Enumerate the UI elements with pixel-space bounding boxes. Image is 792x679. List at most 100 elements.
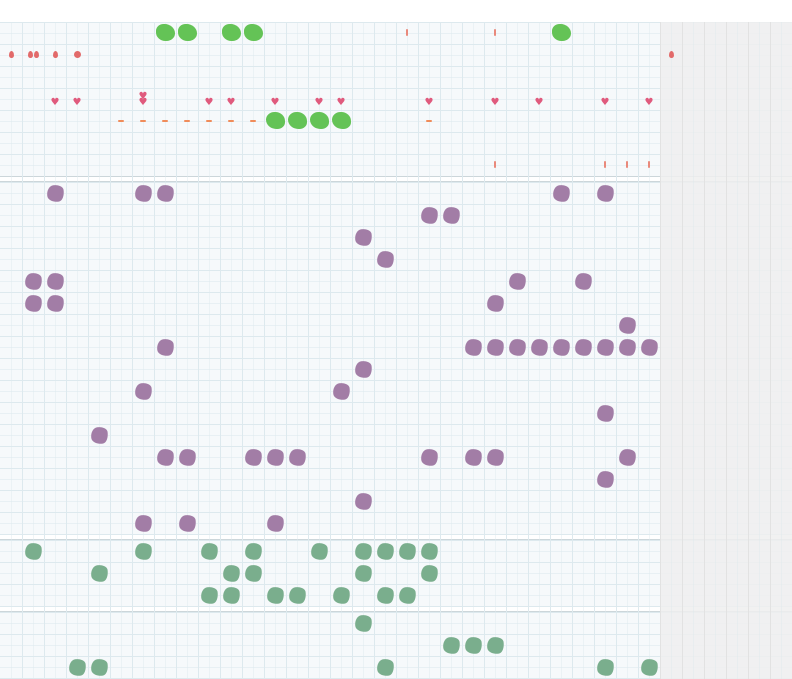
- day-header-33[interactable]: [704, 0, 726, 22]
- column-line: [682, 0, 683, 679]
- dash-mark: [250, 120, 256, 122]
- day-header-12[interactable]: [242, 0, 264, 22]
- day-header-23[interactable]: [484, 0, 506, 22]
- column-line: [154, 0, 155, 679]
- tick-mark: [648, 161, 650, 168]
- column-subline: [297, 22, 298, 679]
- day-header-25[interactable]: [528, 0, 550, 22]
- day-header-17[interactable]: [352, 0, 374, 22]
- heart-icon: ♥: [226, 97, 236, 108]
- day-header-13[interactable]: [264, 0, 286, 22]
- day-header-20[interactable]: [418, 0, 440, 22]
- day-header-32[interactable]: [682, 0, 704, 22]
- dash-mark: [140, 120, 146, 122]
- heart-icon: ♥: [204, 97, 214, 108]
- dash-mark: [118, 120, 124, 122]
- heart-icon: ♥: [644, 97, 654, 108]
- column-line: [44, 0, 45, 679]
- day-header-34[interactable]: [726, 0, 748, 22]
- day-header-3[interactable]: [44, 0, 66, 22]
- column-line: [660, 0, 661, 679]
- drop-icon: [52, 51, 58, 58]
- habit-badge-w[interactable]: [177, 24, 197, 41]
- column-line: [528, 0, 529, 679]
- column-line: [440, 0, 441, 679]
- day-header-18[interactable]: [374, 0, 396, 22]
- heart-icon: ♥: [490, 97, 500, 108]
- habit-badge-w[interactable]: [551, 24, 571, 41]
- habit-badge-r[interactable]: [221, 24, 241, 41]
- drop-icon: [33, 51, 39, 58]
- day-header-6[interactable]: [110, 0, 132, 22]
- day-header-21[interactable]: [440, 0, 462, 22]
- day-header-16[interactable]: [330, 0, 352, 22]
- dot-icon: [73, 51, 81, 58]
- dash-mark: [426, 120, 432, 122]
- column-line: [22, 0, 23, 679]
- day-header-36[interactable]: [770, 0, 792, 22]
- column-subline: [275, 22, 276, 679]
- day-header-29[interactable]: [616, 0, 638, 22]
- day-header-2[interactable]: [22, 0, 44, 22]
- drop-icon: [8, 51, 14, 58]
- column-subline: [253, 22, 254, 679]
- column-line: [506, 0, 507, 679]
- day-header-28[interactable]: [594, 0, 616, 22]
- heart-icon: ♥: [72, 97, 82, 108]
- day-header-31[interactable]: [660, 0, 682, 22]
- column-line: [110, 0, 111, 679]
- day-header-24[interactable]: [506, 0, 528, 22]
- column-line: [264, 0, 265, 679]
- day-header-7[interactable]: [132, 0, 154, 22]
- day-header-4[interactable]: [66, 0, 88, 22]
- tick-mark: [494, 29, 496, 36]
- column-line: [374, 0, 375, 679]
- day-header-27[interactable]: [572, 0, 594, 22]
- column-subline: [121, 22, 122, 679]
- plus-badge[interactable]: [287, 112, 307, 129]
- column-line: [638, 0, 639, 679]
- day-header-9[interactable]: [176, 0, 198, 22]
- heart-icon: ♥: [270, 97, 280, 108]
- day-header-15[interactable]: [308, 0, 330, 22]
- day-header-14[interactable]: [286, 0, 308, 22]
- column-line: [770, 0, 771, 679]
- column-subline: [33, 22, 34, 679]
- day-header-35[interactable]: [748, 0, 770, 22]
- column-line: [352, 0, 353, 679]
- day-header-10[interactable]: [198, 0, 220, 22]
- column-line: [616, 0, 617, 679]
- habit-badge-w[interactable]: [155, 24, 175, 41]
- day-header-5[interactable]: [88, 0, 110, 22]
- heart-icon: ♥: [138, 97, 148, 108]
- plus-badge[interactable]: [265, 112, 285, 129]
- column-line: [748, 0, 749, 679]
- day-header-30[interactable]: [638, 0, 660, 22]
- heart-icon: ♥: [424, 97, 434, 108]
- day-header-22[interactable]: [462, 0, 484, 22]
- habit-badge-r[interactable]: [243, 24, 263, 41]
- column-line: [550, 0, 551, 679]
- day-header-1[interactable]: [0, 0, 22, 22]
- column-subline: [231, 22, 232, 679]
- day-header-26[interactable]: [550, 0, 572, 22]
- day-header-19[interactable]: [396, 0, 418, 22]
- day-header-8[interactable]: [154, 0, 176, 22]
- column-line: [176, 0, 177, 679]
- plus-badge[interactable]: [331, 112, 351, 129]
- column-subline: [671, 22, 672, 679]
- heart-icon: ♥: [600, 97, 610, 108]
- dash-mark: [184, 120, 190, 122]
- day-header-11[interactable]: [220, 0, 242, 22]
- column-line: [66, 0, 67, 679]
- column-subline: [11, 22, 12, 679]
- column-subline: [737, 22, 738, 679]
- column-subline: [77, 22, 78, 679]
- column-line: [88, 0, 89, 679]
- heart-icon: ♥: [50, 97, 60, 108]
- column-line: [220, 0, 221, 679]
- column-subline: [407, 22, 408, 679]
- heart-icon: ♥: [138, 91, 148, 102]
- plus-badge[interactable]: [309, 112, 329, 129]
